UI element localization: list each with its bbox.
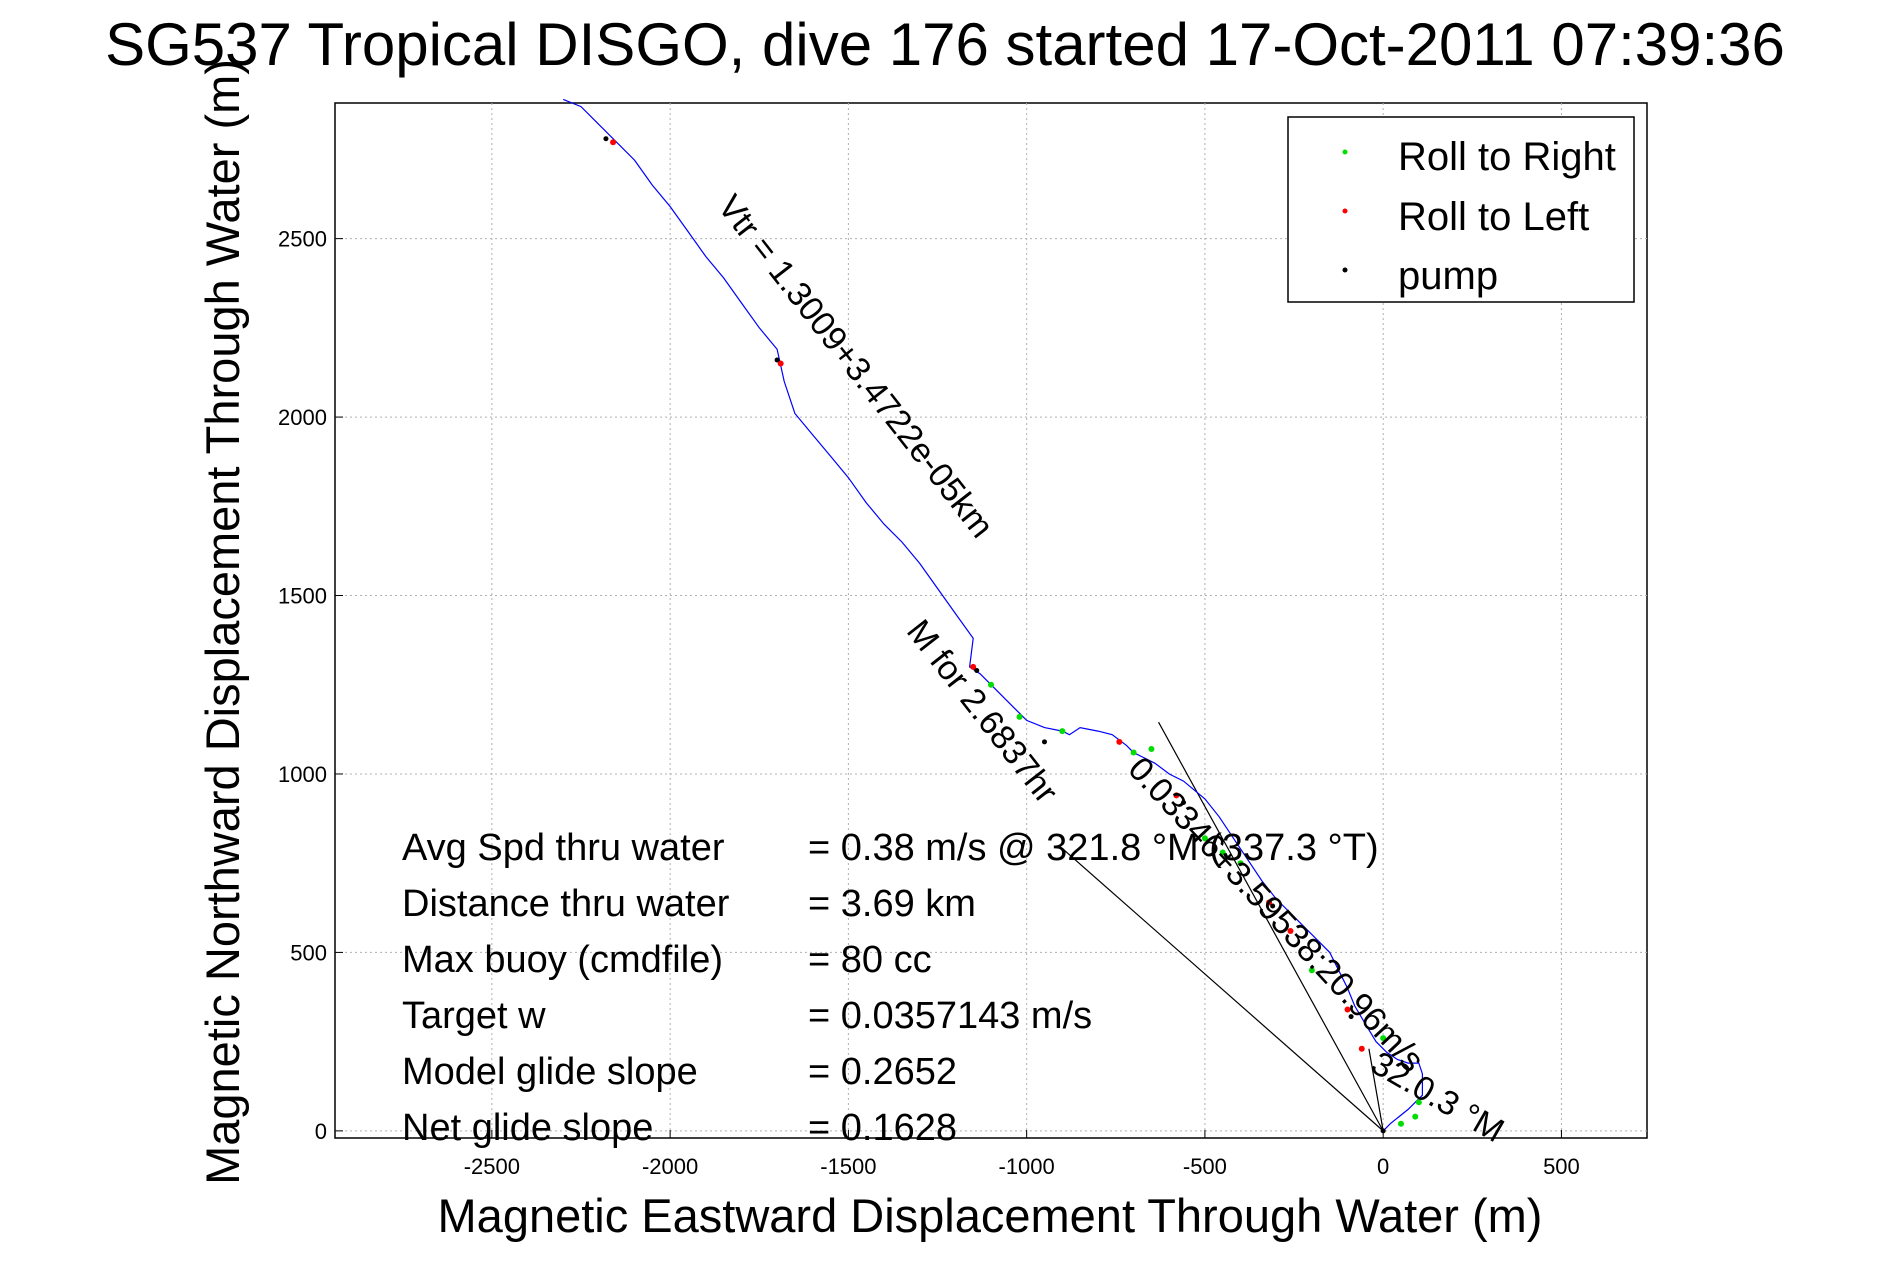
x-tick-label: -1500 [820, 1154, 876, 1179]
rolls-to-right-marker [1219, 849, 1226, 856]
rolls-to-left-marker [1266, 899, 1273, 906]
pump-marker [1181, 800, 1187, 806]
rolls-to-right-marker [1130, 749, 1137, 756]
rolls-to-left-marker [1173, 792, 1180, 799]
stat-net-slope-value: = 0.1628 [808, 1107, 957, 1149]
y-tick-label: 2000 [278, 405, 327, 430]
rolls-to-right-marker [1016, 713, 1023, 720]
marker-series [603, 136, 1422, 1134]
stat-net-slope-label: Net glide slope [402, 1107, 653, 1149]
tick-labels: -2500 -2000 -1500 -1000 -500 0 500 0 500 1000 1500… [278, 227, 1580, 1179]
stat-model-slope-value: = 0.2652 [808, 1051, 957, 1093]
legend-label-roll-left: Roll to Left [1398, 195, 1589, 239]
chart-title: SG537 Tropical DISGO, dive 176 started 1… [105, 11, 1785, 78]
y-axis-label: Magnetic Northward Displacement Through … [196, 59, 249, 1185]
rolls-to-right-marker [1398, 1120, 1404, 1127]
rolls-to-left-marker [610, 139, 617, 146]
track-series [562, 98, 1424, 1132]
legend-marker-roll-left [1342, 208, 1348, 214]
pump-marker [774, 357, 780, 363]
stat-target-w-value: = 0.0357143 m/s [808, 995, 1092, 1037]
rolls-to-right-marker [1148, 745, 1155, 752]
rolls-to-right-marker [1059, 728, 1066, 735]
track-line [562, 98, 1424, 1132]
reference-line [1158, 721, 1384, 1132]
y-tick-label: 500 [290, 940, 327, 965]
rolls-to-right-marker [1415, 1099, 1422, 1106]
reference-lines [1058, 721, 1384, 1132]
rolls-to-right-marker [1412, 1113, 1419, 1120]
rolls-to-right-marker [1380, 1035, 1387, 1042]
rolls-to-left-marker [970, 663, 977, 670]
pump-marker [1041, 739, 1047, 745]
x-tick-label: -2500 [464, 1154, 520, 1179]
pump-marker [1270, 903, 1276, 909]
pump-marker [974, 667, 980, 673]
stat-avg-spd-value: = 0.38 m/s @ 321.8 °M (337.3 °T) [808, 827, 1379, 869]
rolls-to-left-marker [1116, 738, 1123, 745]
x-tick-label: -2000 [642, 1154, 698, 1179]
rolls-to-right-marker [1237, 860, 1244, 867]
stat-avg-spd-label: Avg Spd thru water [402, 827, 725, 869]
legend-label-roll-right: Roll to Right [1398, 135, 1616, 179]
reference-line [1368, 1048, 1384, 1131]
rolls-to-right-marker [1308, 967, 1315, 974]
rolls-to-right-marker [1201, 835, 1208, 842]
x-tick-label: 0 [1377, 1154, 1389, 1179]
legend-marker-roll-right [1342, 149, 1348, 155]
y-tick-label: 1000 [278, 762, 327, 787]
y-tick-label: 0 [315, 1119, 327, 1144]
x-tick-label: 500 [1543, 1154, 1580, 1179]
x-tick-label: -500 [1183, 1154, 1227, 1179]
stat-distance-label: Distance thru water [402, 883, 730, 925]
rolls-to-left-marker [777, 360, 784, 367]
legend-marker-pump [1342, 267, 1348, 273]
reference-line [1058, 844, 1384, 1132]
legend: Roll to Right Roll to Left pump [1287, 116, 1635, 303]
x-tick-label: -1000 [999, 1154, 1055, 1179]
x-axis-label: Magnetic Eastward Displacement Through W… [438, 1189, 1543, 1242]
annotation-block: Avg Spd thru water = 0.38 m/s @ 321.8 °M… [402, 827, 1379, 1149]
y-tick-label: 1500 [278, 584, 327, 609]
rolls-to-right-marker [988, 681, 994, 688]
rolls-to-left-marker [1344, 1006, 1351, 1013]
stat-target-w-label: Target w [402, 995, 546, 1037]
grid [335, 103, 1647, 1138]
rolls-to-left-marker [1287, 928, 1294, 934]
pump-marker [1348, 1014, 1354, 1020]
pump-marker [603, 136, 609, 142]
y-tick-label: 2500 [278, 227, 327, 252]
legend-label-pump: pump [1398, 254, 1498, 298]
stat-max-buoy-value: = 80 cc [808, 939, 932, 981]
stat-distance-value: = 3.69 km [808, 883, 976, 925]
stat-max-buoy-label: Max buoy (cmdfile) [402, 939, 723, 981]
stat-model-slope-label: Model glide slope [402, 1051, 698, 1093]
rolls-to-left-marker [1358, 1045, 1365, 1052]
